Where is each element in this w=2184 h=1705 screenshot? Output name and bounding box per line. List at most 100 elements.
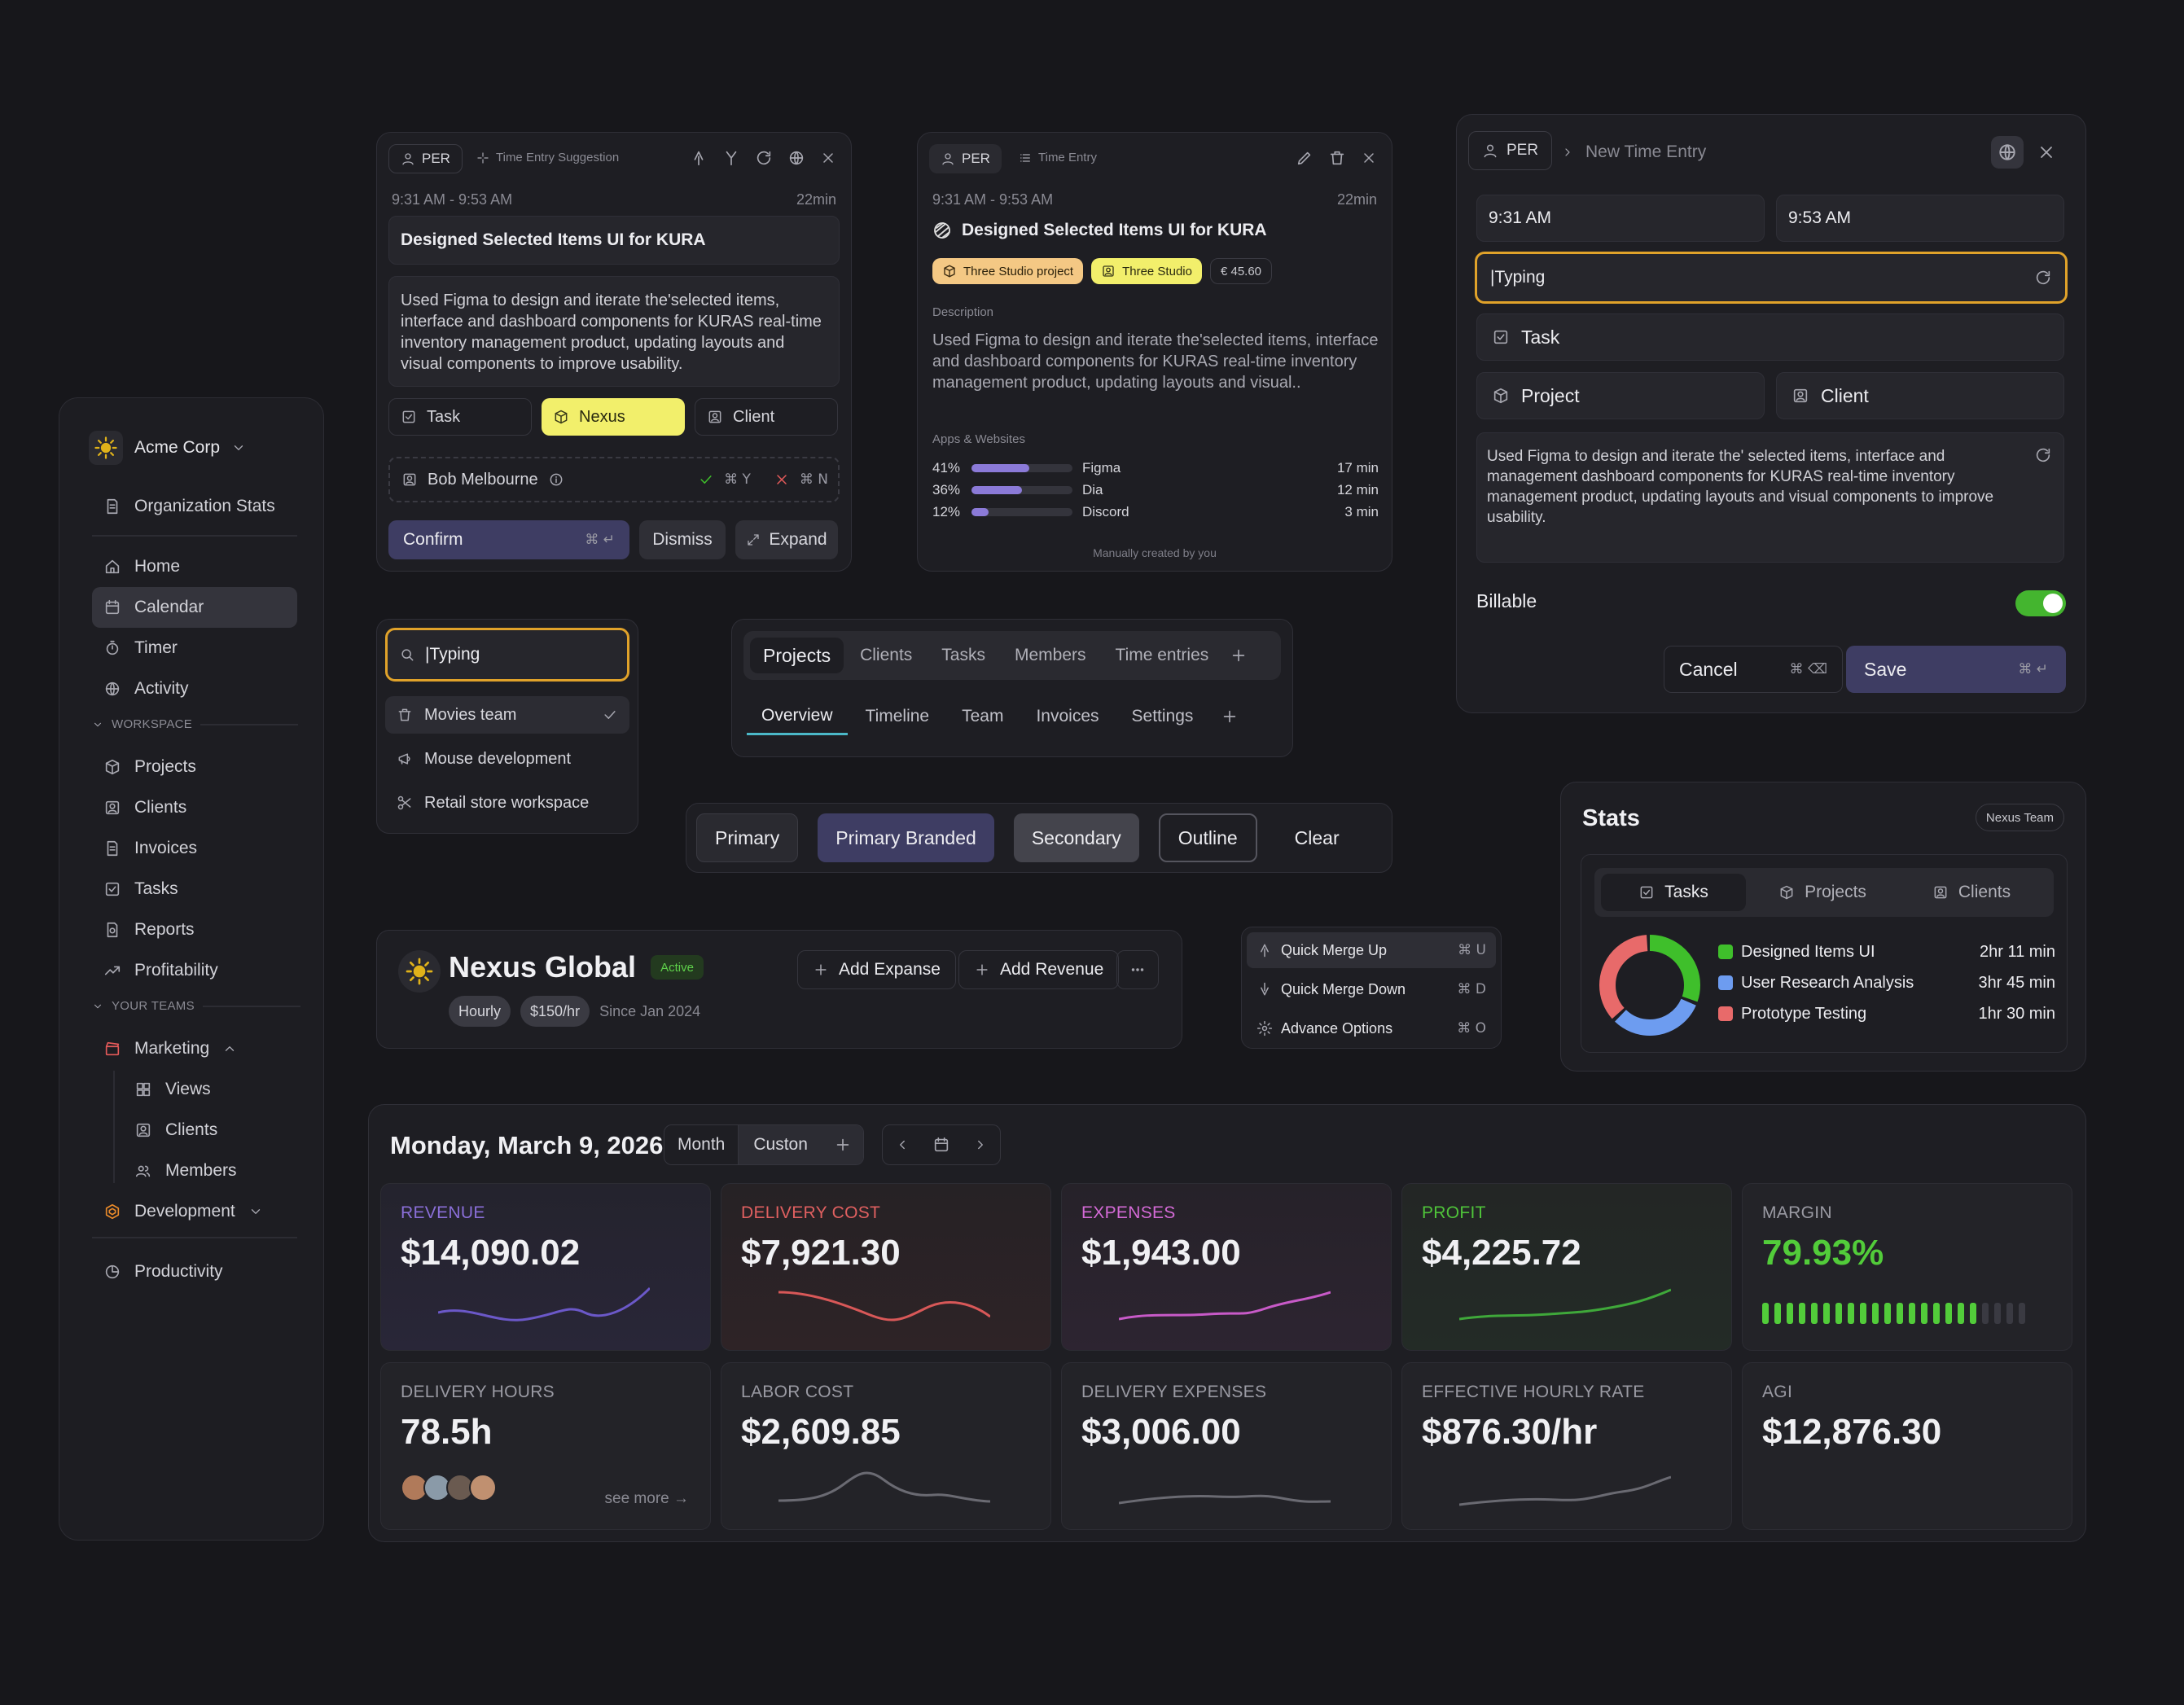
split-icon[interactable] [722,149,740,167]
outline-button[interactable]: Outline [1158,813,1257,862]
project-tag[interactable]: Three Studio project [932,258,1084,284]
sidebar-item-invoices[interactable]: Invoices [92,828,297,869]
sidebar-item-development[interactable]: Development [92,1191,297,1232]
menu-item-advance-options[interactable]: Advance Options ⌘ O [1247,1010,1496,1046]
tab-settings[interactable]: Settings [1131,707,1194,725]
per-chip[interactable]: PER [1468,131,1553,170]
sidebar-item-reports[interactable]: Reports [92,909,297,950]
workspace-heading[interactable]: WORKSPACE [92,717,299,731]
sidebar-item-marketing[interactable]: Marketing [92,1028,297,1069]
cancel-button[interactable]: Cancel ⌘ ⌫ [1664,646,1843,693]
description-field[interactable]: Used Figma to design and iterate the' se… [1476,432,2064,563]
close-icon[interactable] [1361,150,1377,166]
margin-bar-segment [1848,1303,1854,1324]
refresh-icon[interactable] [2034,269,2052,287]
start-time-field[interactable]: 9:31 AM [1476,195,1765,242]
sidebar-item-profitability[interactable]: Profitability [92,950,297,991]
project-chip[interactable]: Nexus [542,398,685,436]
primary-button[interactable]: Primary [696,813,799,862]
plus-icon[interactable] [822,1125,863,1164]
margin-bar-segment [1835,1303,1842,1324]
search-input[interactable]: |Typing [385,628,629,682]
sidebar-item-tasks[interactable]: Tasks [92,869,297,909]
assignee-row[interactable]: Bob Melbourne ⌘ Y ⌘ N [388,457,840,502]
entry-title-input[interactable]: |Typing [1475,252,2068,304]
plus-icon[interactable] [1221,708,1239,725]
check-icon[interactable] [698,471,714,488]
refresh-icon[interactable] [755,149,773,167]
tab-clients[interactable]: Clients [860,646,913,664]
tab-overview[interactable]: Overview [747,698,848,735]
tab-tasks[interactable]: Tasks [941,646,985,664]
expand-button[interactable]: Expand [735,520,838,559]
menu-item-merge-up[interactable]: Quick Merge Up ⌘ U [1247,932,1496,968]
per-chip[interactable]: PER [929,144,1002,173]
per-chip[interactable]: PER [388,144,463,173]
dropdown-option[interactable]: Mouse development [385,740,629,778]
avatar-stack[interactable] [401,1474,497,1501]
client-chip[interactable]: Client [695,398,838,436]
task-field[interactable]: Task [1476,313,2064,361]
project-field[interactable]: Project [1476,372,1765,419]
billable-toggle[interactable] [2015,590,2066,616]
more-options-button[interactable] [1116,950,1159,989]
dropdown-option[interactable]: Retail store workspace [385,784,629,822]
tab-projects[interactable]: Projects [750,638,844,673]
add-expense-button[interactable]: Add Expanse [797,950,956,989]
trash-icon[interactable] [1328,149,1346,167]
see-more-link[interactable]: see more → [604,1490,689,1507]
sidebar-item-home[interactable]: Home [92,546,297,587]
org-switcher[interactable]: Acme Corp [89,431,246,465]
sidebar-item-org-stats[interactable]: Organization Stats [92,486,297,527]
tab-members[interactable]: Members [1014,646,1086,664]
close-icon[interactable] [774,471,790,488]
sidebar-item-clients[interactable]: Clients [92,787,297,828]
close-icon[interactable] [2037,142,2056,162]
sidebar-item-projects[interactable]: Projects [92,747,297,787]
sidebar-item-calendar[interactable]: Calendar [92,587,297,628]
description-field[interactable]: Used Figma to design and iterate the'sel… [388,276,840,387]
teams-heading[interactable]: YOUR TEAMS [92,999,300,1013]
tab-time-entries[interactable]: Time entries [1115,646,1209,664]
calendar-icon[interactable] [922,1125,961,1164]
client-field[interactable]: Client [1776,372,2064,419]
metric-margin: MARGIN 79.93% [1742,1183,2072,1351]
stats-tab-tasks[interactable]: Tasks [1601,874,1746,911]
confirm-button[interactable]: Confirm ⌘ ↵ [388,520,629,559]
merge-up-icon[interactable] [690,149,708,167]
tab-invoices[interactable]: Invoices [1036,707,1099,725]
stats-tab-projects[interactable]: Projects [1746,874,1899,911]
globe-icon[interactable] [787,149,805,167]
dismiss-button[interactable]: Dismiss [639,520,726,559]
globe-icon[interactable] [1991,136,2024,169]
close-icon[interactable] [820,150,836,166]
chevron-right-icon[interactable] [961,1125,1000,1164]
sidebar-item-members[interactable]: Members [123,1151,297,1191]
tab-timeline[interactable]: Timeline [865,707,930,725]
view-custom[interactable]: Custon [739,1125,822,1164]
sidebar-item-views[interactable]: Views [123,1069,297,1110]
secondary-button[interactable]: Secondary [1013,813,1139,862]
view-month[interactable]: Month [664,1125,739,1164]
chevron-left-icon[interactable] [883,1125,922,1164]
plus-icon[interactable] [1230,646,1248,664]
save-button[interactable]: Save ⌘ ↵ [1846,646,2066,693]
end-time-field[interactable]: 9:53 AM [1776,195,2064,242]
team-badge[interactable]: Nexus Team [1975,804,2064,831]
sidebar-item-timer[interactable]: Timer [92,628,297,668]
refresh-icon[interactable] [2034,446,2052,464]
dropdown-option[interactable]: Movies team [385,696,629,734]
pencil-icon[interactable] [1296,149,1313,167]
stats-tab-clients[interactable]: Clients [1899,874,2044,911]
add-revenue-button[interactable]: Add Revenue [958,950,1120,989]
primary-branded-button[interactable]: Primary Branded [818,813,994,862]
clear-button[interactable]: Clear [1294,826,1340,848]
task-chip[interactable]: Task [388,398,532,436]
client-tag[interactable]: Three Studio [1091,258,1202,284]
sidebar-item-productivity[interactable]: Productivity [92,1251,297,1292]
sidebar-item-activity[interactable]: Activity [92,668,297,709]
tab-team[interactable]: Team [962,707,1004,725]
entry-title-field[interactable]: Designed Selected Items UI for KURA [388,216,840,265]
sidebar-item-team-clients[interactable]: Clients [123,1110,297,1151]
menu-item-merge-down[interactable]: Quick Merge Down ⌘ D [1247,971,1496,1007]
